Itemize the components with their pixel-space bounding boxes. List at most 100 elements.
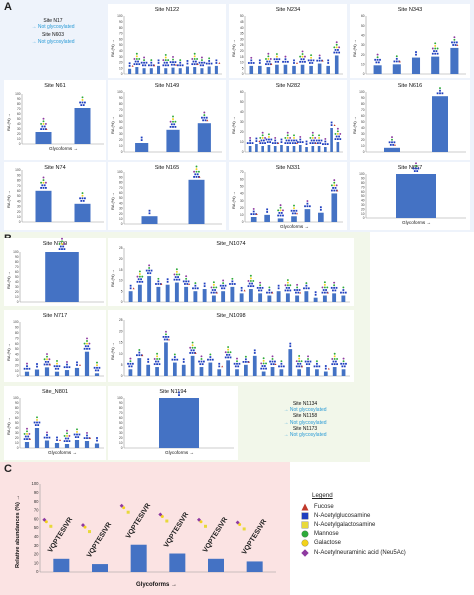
bar [53, 558, 70, 572]
bar [74, 367, 80, 376]
glycan-glyph [73, 428, 81, 438]
y-tick-label: 35 [240, 32, 244, 36]
y-tick-label: 60 [15, 270, 19, 274]
y-tick-label: 0 [363, 72, 365, 76]
glycan-glyph [271, 136, 280, 144]
y-tick-label: 90 [361, 96, 365, 100]
glycan-glyph [307, 54, 315, 64]
bar [74, 203, 91, 222]
bar [336, 142, 340, 152]
bar [166, 129, 180, 152]
glycan-glyph [182, 275, 191, 285]
glycan-glyph [162, 53, 170, 67]
bar [258, 65, 262, 74]
bar [261, 371, 266, 376]
y-tick-label: 90 [15, 401, 19, 405]
glycan-glyph [182, 358, 185, 363]
bar [185, 66, 189, 74]
bar [248, 289, 253, 302]
glycan-glyph [76, 361, 81, 366]
y-axis-label: RA (%) → [231, 39, 236, 57]
bar [235, 369, 239, 376]
y-tick-label: 0 [121, 222, 123, 226]
y-axis-label: RA (%) → [110, 116, 115, 134]
bar [317, 146, 321, 152]
bar [217, 369, 222, 376]
y-tick-label: 10 [361, 212, 365, 216]
chart-panel: Site N122 0 10 20 30 40 50 60 70 80 90 100 RA (%) → [108, 4, 226, 78]
legend-label: N-Acetylglucosamine [314, 512, 371, 519]
y-tick-label: 25 [119, 246, 123, 250]
chart-svg: 0 10 20 30 40 50 60 [240, 90, 343, 154]
chart-panel: Site_N1098 0 5 10 15 20 25 RA (%) → [108, 310, 354, 382]
y-tick-label: 50 [119, 421, 123, 425]
glycan-glyph [415, 51, 417, 56]
glycan-glyph [140, 56, 148, 67]
square-icon [301, 512, 309, 520]
glycan-glyph [330, 121, 336, 126]
glycan-glyph [145, 264, 153, 275]
y-tick-label: 20 [119, 212, 123, 216]
glycan-glyph [63, 361, 71, 369]
glycan-glyph [340, 286, 347, 294]
y-tick-label: 80 [17, 102, 21, 106]
bar [277, 218, 284, 222]
bar [130, 544, 147, 572]
glycan-glyph [23, 427, 31, 440]
glycan-glyph [334, 127, 342, 140]
bar [248, 146, 252, 152]
glycan-glyph [210, 281, 218, 294]
chart-title: Site N149 [154, 83, 180, 89]
glycan-glyph [269, 355, 277, 366]
glycan-glyph [266, 286, 274, 294]
y-tick-label: 60 [15, 342, 19, 346]
legend-title: Legend [312, 492, 333, 499]
glycan-glyph [321, 281, 329, 294]
y-tick-label: 70 [17, 107, 21, 111]
y-tick-label: 100 [359, 90, 365, 94]
y-tick-label: 0 [121, 150, 123, 154]
y-tick-label: 40 [361, 199, 365, 203]
x-axis-label: Glycoforms → [49, 146, 79, 151]
bar [54, 443, 60, 448]
glycan-glyph [436, 87, 444, 95]
y-tick-label: 0 [121, 72, 123, 76]
glycan-glyph [229, 277, 236, 285]
y-tick-label: 30 [34, 543, 39, 548]
y-tick-label: 70 [15, 265, 19, 269]
bar [34, 369, 40, 376]
glycan-glyph [192, 282, 199, 290]
y-tick-label: 40 [15, 426, 19, 430]
glycan-glyph [266, 208, 269, 213]
bar [184, 286, 189, 302]
bar [174, 282, 179, 302]
y-tick-label: 0 [363, 216, 365, 220]
note-site: Site N603 [42, 32, 64, 39]
bar [341, 369, 346, 376]
y-tick-label: 30 [119, 431, 123, 435]
bar [304, 291, 309, 302]
chart-title: Site N717 [42, 313, 68, 319]
bar [249, 65, 254, 74]
glycan-glyph [299, 50, 306, 63]
chart-panel: Site N1194 0 10 20 30 40 50 60 70 80 90 100 Glycofor… [108, 386, 238, 460]
chart-title: Site N122 [154, 7, 180, 13]
legend-item: Mannose [298, 530, 474, 539]
y-tick-label: 20 [240, 49, 244, 53]
bar [292, 146, 296, 152]
bar [64, 444, 70, 448]
y-tick-label: 10 [15, 441, 19, 445]
y-tick-label: 50 [361, 194, 365, 198]
peptide-glycan-glyph [197, 517, 207, 528]
y-tick-label: 15 [240, 55, 244, 59]
glycan-glyph [43, 353, 51, 366]
legend-label: N-Acetylgalactosamine [314, 521, 376, 528]
y-tick-label: 70 [119, 32, 123, 36]
chart-panel: Site N616 0 10 20 30 40 50 60 70 80 90 100 RA (%) → [350, 80, 470, 160]
bar [323, 371, 328, 376]
y-tick-label: 100 [117, 396, 123, 400]
glycan-glyph [284, 279, 292, 292]
legend-item: Galactose [298, 539, 474, 548]
bar [221, 291, 226, 302]
